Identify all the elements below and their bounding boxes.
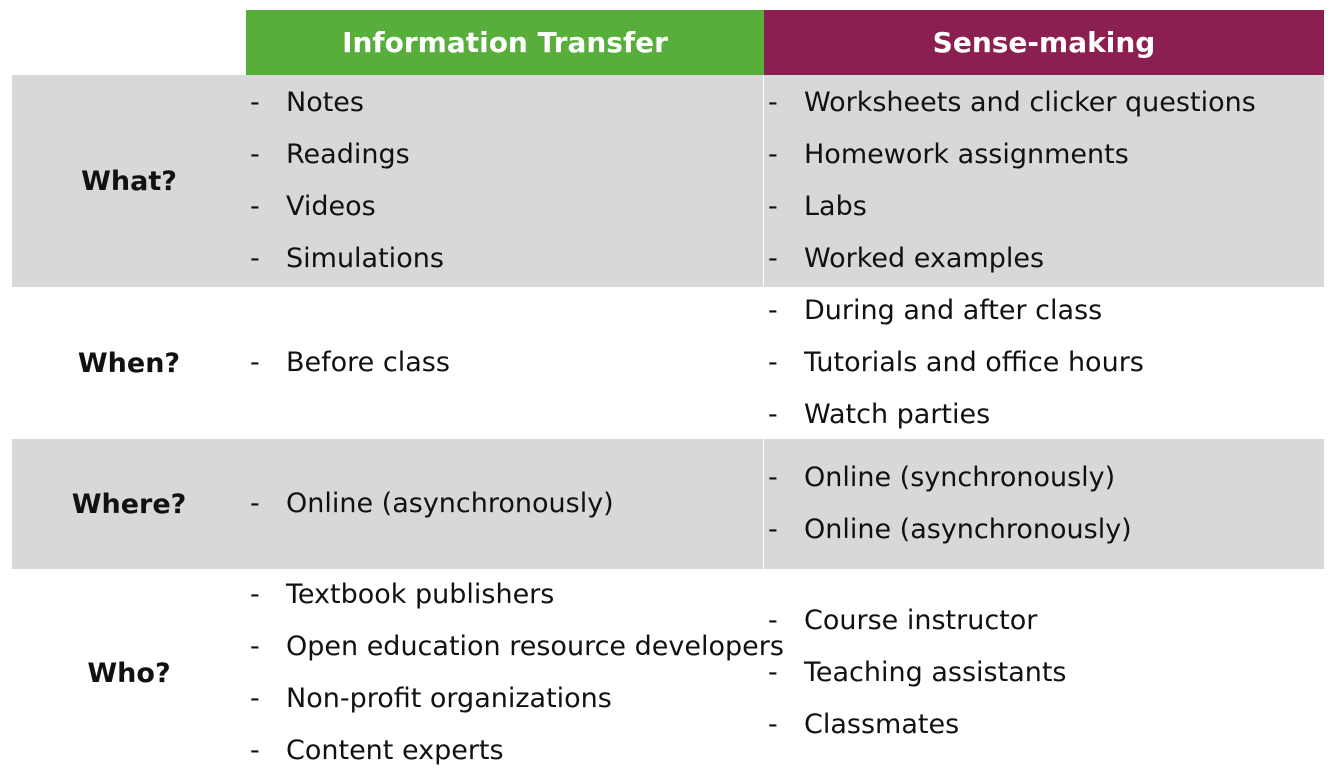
row-label-when: When? — [77, 347, 181, 379]
list-item: - Notes — [250, 87, 364, 118]
list-item: - Before class — [250, 347, 450, 378]
when-sense-making-cell: - During and after class - Tutorials and o… — [764, 287, 1324, 439]
list-item: - Labs — [768, 191, 867, 222]
list-item-text: Videos — [286, 191, 376, 222]
list-item: - Readings — [250, 139, 410, 170]
information-transfer-header: Information Transfer — [246, 10, 764, 75]
list-item: - Online (asynchronously) — [768, 514, 1132, 545]
list-item: - Online (asynchronously) — [250, 488, 614, 519]
list-item: - Videos — [250, 191, 376, 222]
list-item: - Classmates — [768, 709, 960, 740]
list-item: - Open education resource developers — [250, 631, 784, 662]
list-item: - Worked examples — [768, 243, 1045, 274]
list-item-text: Worked examples — [804, 243, 1045, 274]
list-item-text: During and after class — [804, 295, 1103, 326]
where-information-transfer-cell: - Online (asynchronously) — [246, 439, 762, 569]
list-item-text: Classmates — [804, 709, 960, 740]
list-item-text: Course instructor — [804, 605, 1038, 636]
list-item: - Tutorials and office hours — [768, 347, 1144, 378]
list-item: - Teaching assistants — [768, 657, 1067, 688]
list-item-text: Open education resource developers — [286, 631, 784, 662]
who-sense-making-cell: - Course instructor - Teaching assistants … — [764, 569, 1324, 777]
list-item-text: Before class — [286, 347, 450, 378]
row-label-who: Who? — [87, 657, 171, 689]
list-item-text: Homework assignments — [804, 139, 1129, 170]
list-item-text: Non-profit organizations — [286, 683, 612, 714]
list-item: - Course instructor — [768, 605, 1038, 636]
list-item-text: Online (asynchronously) — [804, 514, 1132, 545]
who-information-transfer-cell: - Textbook publishers - Open education res… — [246, 569, 784, 777]
list-item: - Non-profit organizations — [250, 683, 612, 714]
list-item-text: Textbook publishers — [286, 579, 555, 610]
list-item-text: Labs — [804, 191, 867, 222]
list-item: - Homework assignments — [768, 139, 1129, 170]
sense-making-header: Sense-making — [764, 10, 1324, 75]
table-row-where — [12, 439, 1324, 569]
what-information-transfer-cell: - Notes - Readings - Videos - Simulations — [246, 75, 762, 287]
row-label-what: What? — [81, 165, 177, 197]
list-item: - Content experts — [250, 735, 504, 766]
list-item: - Online (synchronously) — [768, 462, 1116, 493]
list-item-text: Worksheets and clicker questions — [804, 87, 1256, 118]
list-item-text: Simulations — [286, 243, 444, 274]
list-item-text: Notes — [286, 87, 364, 118]
table-row-what — [12, 75, 1324, 287]
list-item: - Textbook publishers — [250, 579, 555, 610]
list-item-text: Watch parties — [804, 399, 991, 430]
where-sense-making-cell: - Online (synchronously) - Online (asynchr… — [764, 439, 1324, 569]
column-divider — [763, 75, 764, 777]
list-item-text: Online (synchronously) — [804, 462, 1116, 493]
list-item: - During and after class — [768, 295, 1103, 326]
list-item-text: Readings — [286, 139, 410, 170]
list-item: - Worksheets and clicker questions — [768, 87, 1256, 118]
list-item-text: Online (asynchronously) — [286, 488, 614, 519]
row-label-where: Where? — [71, 488, 187, 520]
list-item-text: Teaching assistants — [804, 657, 1067, 688]
list-item: - Simulations — [250, 243, 444, 274]
list-item-text: Content experts — [286, 735, 504, 766]
what-sense-making-cell: - Worksheets and clicker questions - Homew… — [764, 75, 1324, 287]
when-information-transfer-cell: - Before class — [246, 287, 762, 439]
list-item-text: Tutorials and office hours — [804, 347, 1144, 378]
list-item: - Watch parties — [768, 399, 991, 430]
